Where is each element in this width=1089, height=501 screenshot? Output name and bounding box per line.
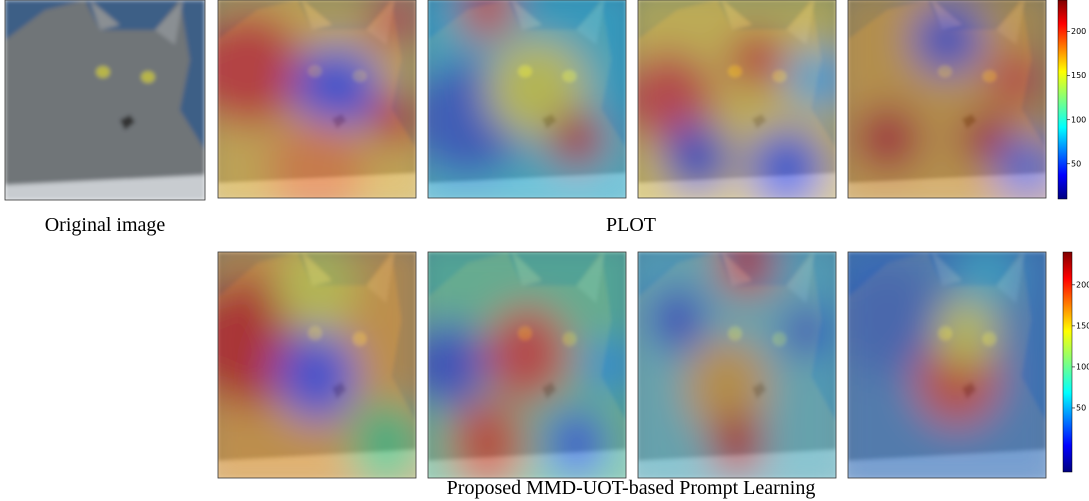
panel-border [637,251,837,479]
colorbar [1062,251,1073,473]
heatmap-panel [218,0,416,198]
heatmap-panel [428,252,626,478]
heat [218,252,416,478]
panel-border [847,251,1047,479]
heat-blob [851,102,924,175]
heat-blob [582,337,626,393]
proposed-caption: Proposed MMD-UOT-based Prompt Learning [447,477,816,499]
colorbar-tick-label: 50 [1071,159,1081,168]
heat-blob [786,49,836,109]
panel-border [217,0,417,199]
panel-border [637,0,837,199]
heat [848,0,1046,198]
panel-border [427,0,627,199]
heat-blob [218,9,308,129]
heat-blob [683,337,771,438]
heat-blob [483,303,571,404]
image-panels [4,0,1047,479]
heat-blob [293,45,381,133]
colorbar-tick-label: 100 [1071,115,1086,124]
heat-blob [727,29,787,90]
heat [218,0,416,198]
heat-blob [717,252,777,298]
colorbar-tick-label: 150 [1076,321,1089,330]
heat-blob [428,319,488,411]
heat-blob [366,89,416,149]
heat-blob [848,263,938,377]
panel-border [217,251,417,479]
colorbar-tick-label: 200 [1076,280,1089,289]
original-caption: Original image [45,214,166,236]
heat-blob [277,331,357,422]
heatmap-panel [428,0,626,198]
cat-photo [5,0,205,200]
heat-blob [346,398,416,478]
heat [638,252,836,478]
plot-caption: PLOT [606,214,656,236]
heat-blob [447,398,527,478]
original-image [5,0,205,200]
heat-blob [937,297,997,365]
heat-blob [956,252,1017,309]
heat-blob [911,3,983,76]
panel-border [4,0,206,201]
heat-blob [457,0,518,40]
heat-blob [996,138,1046,198]
heat-blob [277,252,357,332]
colorbar-tick-label: 200 [1071,27,1086,36]
heat-blob [546,410,607,478]
heat-blob [661,122,734,195]
colorbar-tick-label: 150 [1071,71,1086,80]
panel-border [847,0,1047,199]
heat [638,0,836,198]
heat-blob [782,303,831,359]
colorbar-tick-label: 50 [1076,403,1086,412]
heatmap-panel [848,252,1046,478]
heat-blob [546,108,607,169]
heat-blob [707,410,767,478]
panel-border [427,251,627,479]
heatmap-panel [638,0,836,198]
colorbar [1057,0,1068,200]
colorbar-tick-label: 100 [1076,362,1089,371]
heatmap-panel [218,252,416,478]
heat-blob [746,128,827,198]
heat [428,0,626,198]
heatmap-panel [638,252,836,478]
heat-blob [647,285,708,354]
heatmap-panel [848,0,1046,198]
heat-blob [267,118,367,198]
heat [428,252,626,478]
heat-blob [986,49,1046,109]
heat [848,252,1046,478]
heat-blob [366,0,416,50]
